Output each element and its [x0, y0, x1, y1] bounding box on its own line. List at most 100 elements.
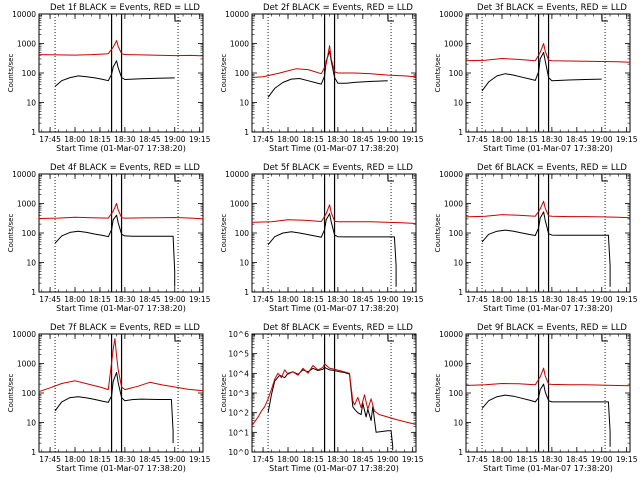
x-tick-label: 18:45	[139, 135, 161, 144]
y-tick-label: 100	[22, 389, 37, 398]
y-tick-label: 10^0	[228, 448, 249, 457]
y-tick-label: 10000	[12, 170, 36, 179]
x-tick-label: 18:15	[89, 295, 111, 304]
x-tick-label: 18:30	[114, 295, 136, 304]
y-tick-label: 10	[239, 99, 249, 108]
detector-panel-4: Det 4f BLACK = Events, RED = LLD 1 10 100 10…	[7, 163, 211, 313]
x-tick-label: 19:00	[377, 455, 399, 464]
y-tick-label: 1000	[17, 200, 36, 209]
panel-title: Det 4f BLACK = Events, RED = LLD	[50, 163, 200, 173]
series-line-lld	[465, 367, 631, 387]
x-axis-label: Start Time (01-Mar-07 17:38:20)	[56, 464, 186, 473]
x-tick-label: 19:00	[164, 455, 186, 464]
x-tick-label: 17:45	[252, 455, 274, 464]
corner-bracket-mark	[174, 175, 181, 182]
series-line-events	[54, 60, 175, 87]
x-tick-label: 18:30	[327, 135, 349, 144]
series-line-events	[267, 50, 388, 98]
y-tick-label: 10000	[12, 330, 36, 339]
series-line-lld	[465, 200, 631, 219]
x-tick-label: 19:15	[616, 135, 638, 144]
y-tick-label: 100	[449, 389, 464, 398]
x-tick-label: 18:00	[491, 455, 513, 464]
x-tick-label: 18:30	[114, 455, 136, 464]
x-tick-label: 19:15	[189, 295, 211, 304]
y-tick-label: 1	[31, 128, 36, 137]
y-tick-label: 1000	[17, 360, 36, 369]
x-axis-label: Start Time (01-Mar-07 17:38:20)	[56, 304, 186, 313]
x-tick-label: 18:15	[516, 135, 538, 144]
y-tick-label: 10000	[225, 10, 249, 19]
corner-bracket-mark	[174, 335, 181, 342]
x-tick-label: 18:15	[89, 455, 111, 464]
detector-panel-8: Det 8f BLACK = Events, RED = LLD 10^0 10^1…	[220, 323, 424, 473]
x-tick-label: 19:00	[377, 135, 399, 144]
y-tick-label: 1000	[444, 360, 463, 369]
x-axis-label: Start Time (01-Mar-07 17:38:20)	[483, 144, 613, 153]
y-tick-label: 100	[235, 69, 250, 78]
series-line-events	[481, 211, 611, 287]
panel-title: Det 9f BLACK = Events, RED = LLD	[477, 323, 627, 333]
x-tick-label: 18:30	[541, 135, 563, 144]
x-tick-label: 19:00	[591, 295, 613, 304]
y-tick-label: 10	[453, 259, 463, 268]
y-tick-label: 1	[458, 448, 463, 457]
y-tick-label: 1000	[230, 40, 249, 49]
x-tick-label: 17:45	[252, 135, 274, 144]
y-axis-label: Counts/sec	[434, 54, 442, 93]
detector-panel-5: Det 5f BLACK = Events, RED = LLD 1 10 100 10…	[220, 163, 424, 313]
detector-panel-6: Det 6f BLACK = Events, RED = LLD 1 10 100 10…	[434, 163, 638, 313]
y-tick-label: 10	[453, 99, 463, 108]
x-tick-label: 18:00	[491, 295, 513, 304]
series-line-lld	[38, 203, 204, 220]
y-tick-label: 10^4	[228, 369, 249, 378]
corner-bracket-mark	[387, 175, 394, 182]
x-tick-label: 17:45	[39, 455, 61, 464]
y-tick-label: 10000	[439, 170, 463, 179]
x-tick-label: 18:45	[566, 135, 588, 144]
x-tick-label: 18:45	[566, 455, 588, 464]
x-tick-label: 19:15	[616, 455, 638, 464]
y-tick-label: 10000	[439, 330, 463, 339]
corner-bracket-mark	[601, 175, 608, 182]
series-line-events	[54, 214, 176, 287]
x-tick-label: 19:15	[402, 295, 424, 304]
x-axis-label: Start Time (01-Mar-07 17:38:20)	[269, 304, 399, 313]
y-tick-label: 100	[22, 69, 37, 78]
y-tick-label: 10^3	[228, 389, 249, 398]
panel-title: Det 6f BLACK = Events, RED = LLD	[477, 163, 627, 173]
x-tick-label: 18:15	[89, 135, 111, 144]
y-axis-label: Counts/sec	[7, 214, 15, 253]
x-tick-label: 19:00	[164, 135, 186, 144]
y-axis-label: Counts/sec	[7, 374, 15, 413]
x-tick-label: 17:45	[39, 295, 61, 304]
y-tick-label: 10000	[225, 170, 249, 179]
panel-title: Det 1f BLACK = Events, RED = LLD	[50, 3, 200, 13]
detector-panel-7: Det 7f BLACK = Events, RED = LLD 1 10 100 10…	[7, 323, 211, 473]
y-tick-label: 1	[31, 288, 36, 297]
series-line-events	[481, 383, 611, 447]
y-tick-label: 10	[453, 419, 463, 428]
y-tick-label: 1000	[444, 40, 463, 49]
series-line-lld	[38, 40, 204, 57]
x-tick-label: 19:00	[591, 455, 613, 464]
x-tick-label: 19:15	[616, 295, 638, 304]
x-tick-label: 18:00	[277, 295, 299, 304]
y-axis-label: Counts/sec	[7, 54, 15, 93]
x-tick-label: 18:45	[566, 295, 588, 304]
x-tick-label: 19:00	[591, 135, 613, 144]
x-tick-label: 18:30	[541, 455, 563, 464]
y-tick-label: 10^1	[228, 428, 249, 437]
x-tick-label: 18:15	[516, 455, 538, 464]
y-axis-label: Counts/sec	[220, 374, 228, 413]
x-tick-label: 19:15	[402, 455, 424, 464]
y-tick-label: 1	[458, 288, 463, 297]
series-line-lld	[250, 363, 417, 427]
x-tick-label: 18:00	[64, 135, 86, 144]
detector-panel-2: Det 2f BLACK = Events, RED = LLD 1 10 100 10…	[220, 3, 424, 153]
x-tick-label: 19:15	[402, 135, 424, 144]
y-axis-label: Counts/sec	[220, 214, 228, 253]
x-tick-label: 17:45	[466, 295, 488, 304]
y-tick-label: 100	[449, 69, 464, 78]
